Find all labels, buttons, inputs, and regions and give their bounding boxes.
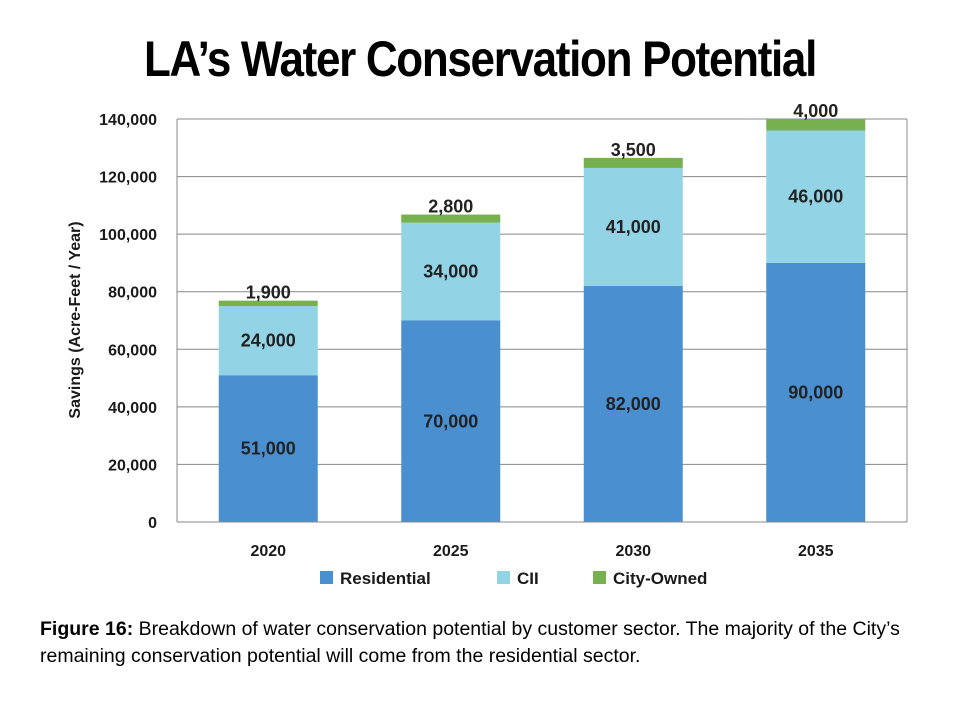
bar-segment [401,214,501,223]
data-label: 41,000 [606,217,661,237]
y-tick-label: 120,000 [99,170,157,187]
legend-label: CII [517,569,539,588]
caption-lead: Figure 16: [40,618,134,640]
bar-segment [766,119,866,131]
y-tick-label: 140,000 [99,112,157,129]
data-label: 51,000 [241,439,296,459]
y-tick-label: 80,000 [108,285,157,302]
data-label: 24,000 [241,331,296,351]
x-tick-labels: 2020 2025 2030 2035 [250,543,833,560]
y-tick-label: 100,000 [99,227,157,244]
legend-swatch [497,571,510,584]
data-label: 70,000 [423,411,478,431]
segment-labels: 51,000 24,000 1,900 70,000 34,000 2,800 82,000… [241,101,844,459]
bar-segment [218,375,318,522]
bar-segment [401,320,501,522]
bar-segment [401,222,501,321]
y-tick-label: 40,000 [108,400,157,417]
legend-swatch [593,571,606,584]
bar-segment [218,306,318,376]
bars [177,119,907,523]
figure-caption: Figure 16: Breakdown of water conservati… [40,616,940,670]
y-axis-title: Savings (Acre-Feet / Year) [67,221,84,418]
bar-segment [766,130,866,263]
x-tick-label: 2020 [250,543,286,560]
legend: Residential CII City-Owned [320,569,707,588]
data-label: 1,900 [246,283,291,303]
legend-swatch [320,571,333,584]
y-tick-labels: 0 20,000 40,000 60,000 80,000 100,000 120,000 1… [99,112,157,532]
y-tick-label: 0 [148,515,157,532]
y-tick-label: 60,000 [108,342,157,359]
x-tick-label: 2035 [798,543,834,560]
data-label: 2,800 [428,197,473,217]
slide-title: LA’s Water Conservation Potential [144,31,817,87]
caption-text: Breakdown of water conservation potentia… [40,618,900,667]
data-label: 34,000 [423,262,478,282]
bar-segment [766,262,866,522]
bar-segment [583,167,683,286]
bar-segment [218,300,318,307]
data-label: 4,000 [793,101,838,121]
y-tick-label: 20,000 [108,457,157,474]
x-tick-label: 2030 [615,543,651,560]
data-label: 3,500 [611,140,656,160]
bar-segment [583,157,683,168]
data-label: 46,000 [788,187,843,207]
data-label: 90,000 [788,382,843,402]
data-label: 82,000 [606,394,661,414]
x-tick-label: 2025 [433,543,469,560]
legend-label: City-Owned [613,569,707,588]
legend-label: Residential [340,569,431,588]
bar-segment [583,285,683,522]
